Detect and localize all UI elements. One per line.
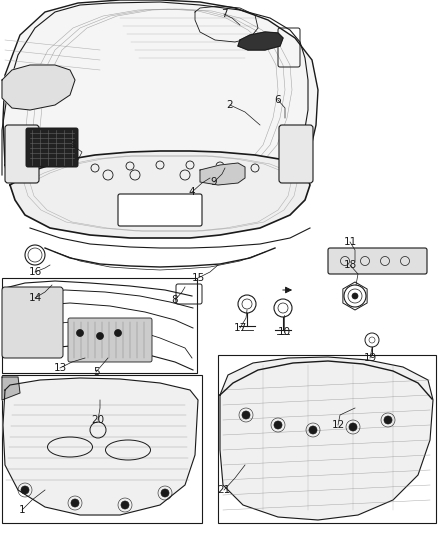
FancyBboxPatch shape <box>328 248 427 274</box>
FancyBboxPatch shape <box>218 355 436 523</box>
Circle shape <box>96 333 103 340</box>
Text: 3: 3 <box>69 140 75 150</box>
Circle shape <box>114 329 121 336</box>
Text: 17: 17 <box>233 323 247 333</box>
Text: 14: 14 <box>28 293 42 303</box>
FancyBboxPatch shape <box>2 287 63 358</box>
Text: 18: 18 <box>343 260 357 270</box>
FancyBboxPatch shape <box>279 125 313 183</box>
Text: 1: 1 <box>19 505 25 515</box>
Circle shape <box>242 411 250 419</box>
Circle shape <box>77 329 84 336</box>
Polygon shape <box>2 65 75 110</box>
Polygon shape <box>3 0 318 226</box>
Polygon shape <box>10 151 310 238</box>
FancyBboxPatch shape <box>26 128 78 167</box>
FancyBboxPatch shape <box>118 194 202 226</box>
Polygon shape <box>238 32 283 50</box>
Text: 6: 6 <box>275 95 281 105</box>
Circle shape <box>352 293 358 299</box>
Circle shape <box>21 486 29 494</box>
Circle shape <box>161 489 169 497</box>
Text: 12: 12 <box>332 420 345 430</box>
Text: 2: 2 <box>227 100 233 110</box>
Circle shape <box>384 416 392 424</box>
Text: 11: 11 <box>343 237 357 247</box>
Text: 9: 9 <box>211 177 217 187</box>
FancyBboxPatch shape <box>68 318 152 362</box>
Text: 19: 19 <box>364 353 377 363</box>
FancyBboxPatch shape <box>2 278 197 373</box>
Text: 8: 8 <box>172 295 178 305</box>
Polygon shape <box>200 163 245 185</box>
Polygon shape <box>220 357 433 520</box>
Text: 15: 15 <box>191 273 205 283</box>
FancyBboxPatch shape <box>2 375 202 523</box>
Text: 16: 16 <box>28 267 42 277</box>
Circle shape <box>309 426 317 434</box>
Circle shape <box>121 501 129 509</box>
Text: 10: 10 <box>277 327 290 337</box>
Circle shape <box>274 421 282 429</box>
Polygon shape <box>3 378 198 515</box>
Text: 21: 21 <box>217 485 231 495</box>
Text: 7: 7 <box>221 9 227 19</box>
Circle shape <box>349 423 357 431</box>
FancyBboxPatch shape <box>5 125 39 183</box>
Text: 5: 5 <box>93 367 99 377</box>
Text: 4: 4 <box>189 187 195 197</box>
Text: 13: 13 <box>53 363 67 373</box>
Circle shape <box>71 499 79 507</box>
Polygon shape <box>2 377 20 400</box>
Text: 20: 20 <box>92 415 105 425</box>
